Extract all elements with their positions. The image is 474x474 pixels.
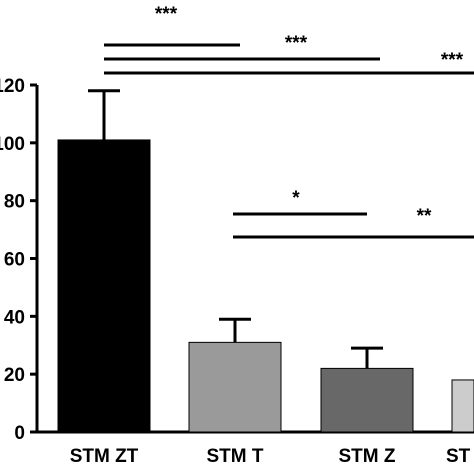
bar xyxy=(320,367,414,433)
significance-label: ** xyxy=(417,206,432,227)
bar xyxy=(57,139,151,433)
x-tick-label: ST xyxy=(446,446,471,467)
y-tick-label: 20 xyxy=(4,365,25,386)
y-tick-label: 0 xyxy=(14,423,25,444)
significance-label: *** xyxy=(285,33,308,54)
significance-label: *** xyxy=(441,50,464,71)
y-tick-label: 80 xyxy=(4,192,25,213)
y-tick-label: 60 xyxy=(4,250,25,271)
x-tick-label: STM Z xyxy=(339,446,396,467)
y-tick-label: 40 xyxy=(4,307,25,328)
x-tick-label: STM ZT xyxy=(70,446,139,467)
bar xyxy=(188,341,282,433)
bar xyxy=(451,379,474,433)
significance-label: * xyxy=(292,188,300,209)
y-tick-label: 120 xyxy=(0,76,25,97)
y-tick-label: 100 xyxy=(0,134,25,155)
significance-label: *** xyxy=(155,4,178,25)
x-tick-label: STM T xyxy=(207,446,264,467)
